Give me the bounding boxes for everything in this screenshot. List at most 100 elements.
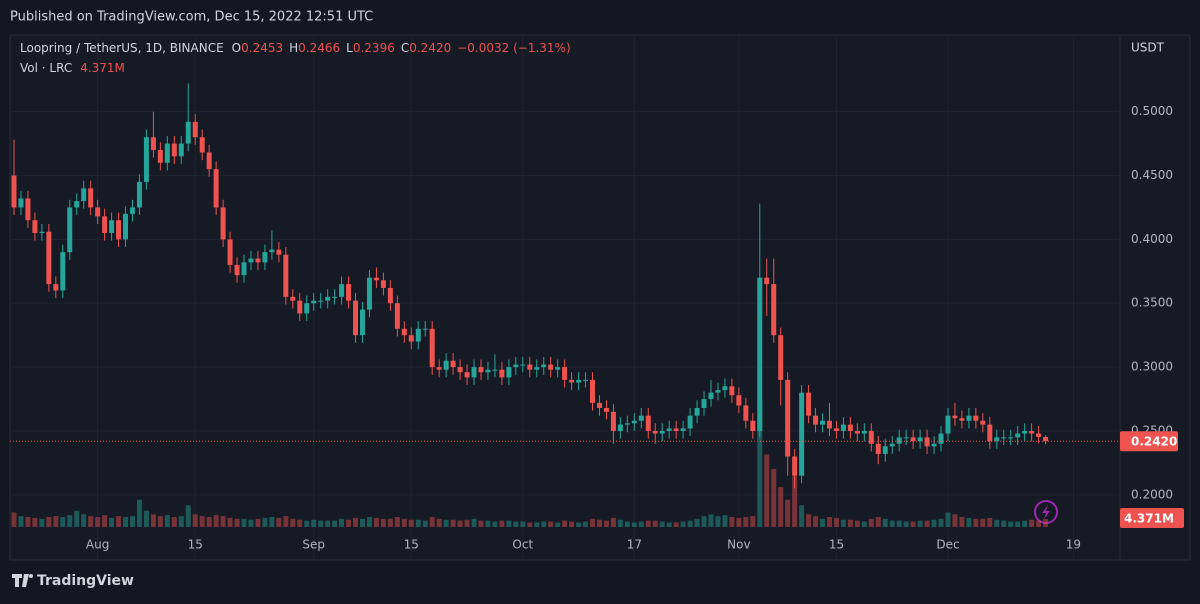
volume-bar [88,516,94,527]
alert-ring[interactable] [1034,500,1058,524]
candle-body [46,231,52,285]
volume-bar [178,516,184,527]
volume-bar [806,514,812,527]
volume-bar [931,519,937,527]
candle-body [220,207,226,240]
x-tick-label: 15 [404,538,419,552]
candle-body [952,415,958,419]
candle-body [95,207,101,217]
volume-bar [248,519,254,527]
candle-body [917,437,923,442]
candle-body [373,277,379,281]
volume-bar [269,517,275,527]
candle-body [778,335,784,380]
candle-body [527,364,533,370]
candle-body [241,262,247,276]
candle-body [673,428,679,431]
volume-bar [659,521,665,527]
volume-bar [129,516,135,527]
legend-key: H [289,41,298,55]
volume-bar [436,518,442,527]
candle-body [443,360,449,370]
volume-bar [826,517,832,527]
volume-bar [840,519,846,527]
candle-body [687,415,693,429]
volume-bar [332,520,338,527]
candles [11,83,1049,527]
candle-body [715,390,721,393]
volume-bar [624,521,630,527]
candle-body [854,430,860,434]
volume-bar [102,515,108,527]
volume-bar [917,520,923,527]
x-tick-label: Nov [727,538,750,552]
candle-body [520,364,526,366]
candle-body [861,430,867,434]
volume-bar [39,518,45,527]
volume-bar [652,520,658,527]
legend-key: O [232,41,241,55]
candle-body [39,231,45,233]
candle-body [945,415,951,434]
candle-body [53,284,59,291]
candle-body [987,424,993,442]
volume-bar [792,476,798,527]
volume-bar [185,505,191,527]
volume-bar [576,522,582,527]
volume-bar [46,517,52,527]
volume-bar [255,518,261,527]
volume-bar [764,454,770,527]
candle-body [123,213,129,240]
candle-body [283,254,289,297]
volume-bar [889,520,895,527]
volume-bar [464,519,470,527]
volume-bar [116,516,122,527]
candle-body [136,181,142,208]
volume-bar [443,519,449,527]
volume-bar [513,521,519,527]
candle-body [736,395,742,406]
candle-body [290,296,296,301]
volume-bar [471,518,477,527]
candle-body [541,364,547,368]
candle-body [304,303,310,314]
volume-bar [596,519,602,527]
candle-body [680,428,686,431]
volume-bar [715,516,721,527]
candle-body [652,430,658,434]
alert-icon[interactable] [1034,500,1058,524]
candle-body [596,402,602,408]
volume-bar [875,517,881,527]
published-note: Published on TradingView.com, Dec 15, 20… [10,10,373,25]
legend-value: 0.2420 [409,41,451,55]
candle-body [576,379,582,383]
candle-body [666,428,672,431]
y-tick-label: 0.4000 [1131,232,1173,246]
candle-body [255,258,261,263]
candle-body [192,121,198,138]
candle-body [806,392,812,416]
candle-body [318,300,324,302]
volume-bar [924,520,930,527]
volume-bar [687,520,693,527]
candle-body [213,169,219,208]
volume-bar [394,517,400,527]
candle-body [262,252,268,263]
alert-bolt[interactable] [1042,505,1050,519]
volume-bar [603,520,609,527]
candle-body [18,198,24,208]
candle-body [471,367,477,378]
candle-body [74,201,80,208]
volume-bar [1008,521,1014,527]
volume-bar [645,520,651,527]
volume-bar [401,518,407,527]
candle-body [67,207,73,253]
candle-body [785,379,791,457]
volume-bar [680,521,686,527]
candle-body [157,149,163,163]
volume-bar [743,517,749,527]
candle-body [617,424,623,431]
candle-body [813,415,819,425]
volume-bar [666,522,672,527]
volume-bar [854,520,860,527]
